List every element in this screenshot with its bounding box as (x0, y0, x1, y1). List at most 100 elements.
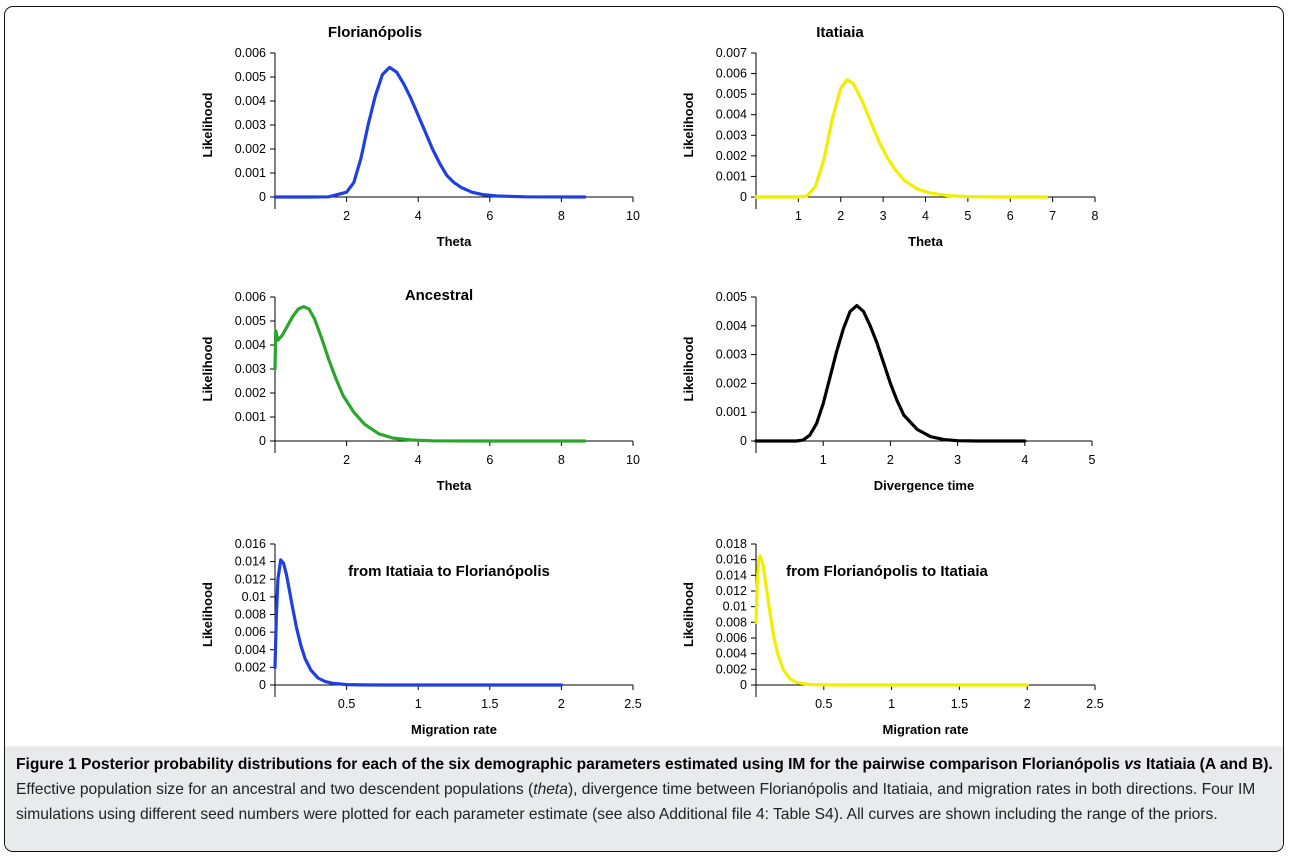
figure-caption: Figure 1 Posterior probability distribut… (16, 752, 1278, 827)
x-axis-title: Migration rate (883, 722, 969, 737)
x-tick-label: 2 (1024, 697, 1031, 711)
y-axis-title: Likelihood (200, 92, 215, 157)
y-tick-label: 0.005 (235, 314, 266, 328)
x-axis-title: Migration rate (411, 722, 497, 737)
y-tick-label: 0 (259, 190, 266, 204)
y-tick-label: 0 (740, 190, 747, 204)
y-tick-label: 0.008 (235, 608, 266, 622)
y-tick-label: 0.01 (723, 600, 747, 614)
y-tick-label: 0.006 (716, 631, 747, 645)
y-tick-label: 0.002 (235, 386, 266, 400)
x-tick-label: 10 (626, 453, 640, 467)
x-tick-label: 3 (880, 209, 887, 223)
x-tick-label: 5 (1089, 453, 1096, 467)
y-tick-label: 0.014 (235, 555, 266, 569)
x-tick-label: 4 (1021, 453, 1028, 467)
x-tick-label: 1 (888, 697, 895, 711)
y-tick-label: 0.012 (716, 584, 747, 598)
x-tick-label: 2 (837, 209, 844, 223)
y-tick-label: 0.001 (716, 405, 747, 419)
y-tick-label: 0.004 (235, 643, 266, 657)
y-tick-label: 0 (259, 678, 266, 692)
x-tick-label: 2.5 (1086, 697, 1103, 711)
caption-title: Posterior probability distributions for … (81, 756, 1273, 773)
panel-title: from Florianópolis to Itatiaia (786, 563, 988, 580)
y-tick-label: 0.001 (235, 410, 266, 424)
y-axis-title: Likelihood (200, 336, 215, 401)
y-tick-label: 0.002 (235, 142, 266, 156)
x-tick-label: 10 (626, 209, 640, 223)
x-tick-label: 3 (954, 453, 961, 467)
x-axis-title: Theta (908, 234, 943, 249)
x-axis-title: Divergence time (874, 478, 974, 493)
x-tick-label: 1 (415, 697, 422, 711)
caption-title-part-2: Itatiaia (A and B). (1141, 756, 1273, 773)
x-tick-label: 0.5 (815, 697, 832, 711)
y-tick-label: 0.004 (716, 108, 747, 122)
x-tick-label: 6 (486, 209, 493, 223)
y-tick-label: 0.01 (242, 590, 266, 604)
x-tick-label: 2 (343, 209, 350, 223)
caption-body-italic: theta (533, 781, 568, 798)
chart-panel-2: 0 0.001 0.002 0.003 0.004 0.005 0.006 0.007 1 2 3 4… (681, 24, 1099, 249)
y-tick-label: 0.003 (235, 118, 266, 132)
y-tick-label: 0.006 (235, 290, 266, 304)
caption-label: Figure 1 (16, 756, 77, 773)
caption-body-part-1: Effective population size for an ancestr… (16, 781, 534, 798)
x-tick-label: 5 (964, 209, 971, 223)
y-tick-label: 0.003 (716, 348, 747, 362)
x-tick-label: 4 (415, 453, 422, 467)
y-tick-label: 0.002 (716, 662, 747, 676)
x-tick-label: 4 (415, 209, 422, 223)
x-tick-label: 0.5 (338, 697, 355, 711)
y-axis-title: Likelihood (681, 92, 696, 157)
likelihood-curve (273, 65, 587, 199)
likelihood-curve (273, 558, 563, 687)
likelihood-curve (273, 305, 587, 443)
x-tick-label: 1 (820, 453, 827, 467)
x-tick-label: 7 (1049, 209, 1056, 223)
likelihood-curve (754, 78, 1048, 199)
x-tick-label: 2 (887, 453, 894, 467)
x-tick-label: 6 (1007, 209, 1014, 223)
y-axis-title: Likelihood (200, 582, 215, 647)
y-tick-label: 0.014 (716, 568, 747, 582)
y-tick-label: 0.002 (716, 149, 747, 163)
chart-panel-5: 0 0.002 0.004 0.006 0.008 0.01 0.012 0.014 0.016… (200, 537, 642, 737)
x-tick-label: 8 (558, 453, 565, 467)
y-tick-label: 0.006 (235, 46, 266, 60)
y-tick-label: 0.003 (235, 362, 266, 376)
y-tick-label: 0.002 (235, 660, 266, 674)
panel-title: Ancestral (405, 287, 473, 304)
y-tick-label: 0.002 (716, 376, 747, 390)
caption-title-part-1: Posterior probability distributions for … (81, 756, 1125, 773)
x-axis-title: Theta (437, 478, 472, 493)
x-tick-label: 2.5 (624, 697, 641, 711)
y-tick-label: 0.004 (235, 338, 266, 352)
y-tick-label: 0.018 (716, 537, 747, 551)
y-tick-label: 0.004 (235, 94, 266, 108)
y-tick-label: 0.012 (235, 572, 266, 586)
y-axis-title: Likelihood (681, 582, 696, 647)
likelihood-curve (754, 304, 1027, 443)
caption-body-part-2: ), divergence time between Florianópolis… (16, 781, 1256, 823)
chart-panel-1: 0 0.001 0.002 0.003 0.004 0.005 0.006 2 4 6 8 10 The… (200, 24, 640, 249)
x-tick-label: 8 (1092, 209, 1099, 223)
y-tick-label: 0 (740, 434, 747, 448)
likelihood-curve (754, 554, 1029, 687)
y-tick-label: 0.005 (235, 70, 266, 84)
x-tick-label: 1 (795, 209, 802, 223)
y-tick-label: 0 (740, 678, 747, 692)
y-tick-label: 0.007 (716, 46, 747, 60)
y-tick-label: 0.006 (235, 625, 266, 639)
x-tick-label: 1.5 (951, 697, 968, 711)
x-tick-label: 2 (558, 697, 565, 711)
figure-frame (4, 6, 1284, 852)
y-tick-label: 0.001 (716, 169, 747, 183)
y-tick-label: 0 (259, 434, 266, 448)
x-tick-label: 2 (343, 453, 350, 467)
panel-title: Itatiaia (816, 24, 864, 41)
y-tick-label: 0.016 (716, 553, 747, 567)
